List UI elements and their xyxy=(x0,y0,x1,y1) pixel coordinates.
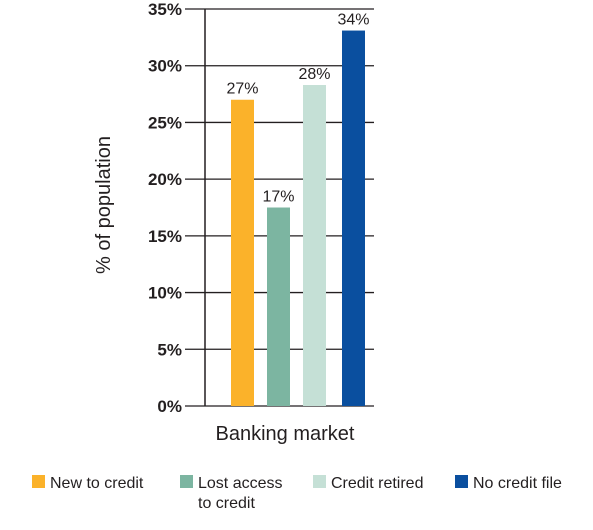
y-tick-label: 35% xyxy=(148,0,182,19)
y-tick-label: 0% xyxy=(157,397,182,416)
legend-label: No credit file xyxy=(473,475,562,492)
bar xyxy=(231,99,254,406)
y-tick-label: 30% xyxy=(148,57,182,76)
y-tick-label: 25% xyxy=(148,113,182,132)
legend-label: to credit xyxy=(198,495,255,512)
legend-label: New to credit xyxy=(50,475,144,492)
y-tick-label: 20% xyxy=(148,170,182,189)
y-axis-title: % of population xyxy=(93,136,115,274)
y-axis-ticks: 0% 5% 10% 15% 20% 25% 30% 35% xyxy=(148,0,374,416)
data-labels: 27% 17% 28% 34% xyxy=(226,12,369,206)
bar xyxy=(267,207,290,406)
legend-label: Lost access xyxy=(198,475,282,492)
data-label: 34% xyxy=(337,12,369,29)
legend-swatch xyxy=(180,475,193,488)
legend-swatch xyxy=(32,475,45,488)
y-tick-label: 10% xyxy=(148,284,182,303)
legend-swatch xyxy=(313,475,326,488)
bar xyxy=(342,30,365,407)
y-tick-label: 15% xyxy=(148,227,182,246)
data-label: 28% xyxy=(298,66,330,83)
data-label: 27% xyxy=(226,81,258,98)
x-axis-title: Banking market xyxy=(216,423,355,445)
legend: New to credit Lost access to credit Credit … xyxy=(32,475,562,512)
y-tick-label: 5% xyxy=(157,340,182,359)
legend-swatch xyxy=(455,475,468,488)
bars xyxy=(231,30,365,407)
data-label: 17% xyxy=(262,189,294,206)
bar xyxy=(303,84,326,407)
legend-label: Credit retired xyxy=(331,475,423,492)
